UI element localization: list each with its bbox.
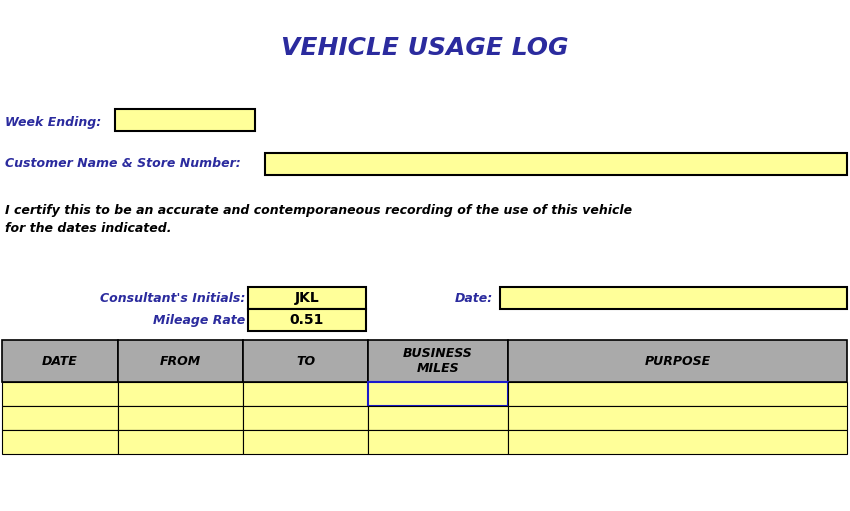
Bar [368, 406, 508, 430]
Bar [243, 340, 368, 382]
Text: PURPOSE: PURPOSE [644, 355, 711, 367]
Bar [368, 382, 508, 406]
Bar [243, 430, 368, 454]
Text: TO: TO [296, 355, 315, 367]
Text: VEHICLE USAGE LOG: VEHICLE USAGE LOG [281, 36, 569, 60]
Bar [2, 430, 118, 454]
Bar [118, 382, 243, 406]
Bar [2, 406, 118, 430]
Bar [248, 309, 366, 331]
Bar [118, 340, 243, 382]
Bar [368, 340, 508, 382]
Text: I certify this to be an accurate and contemporaneous recording of the use of thi: I certify this to be an accurate and con… [5, 203, 632, 217]
Bar [2, 340, 118, 382]
Bar [368, 430, 508, 454]
Text: Date:: Date: [455, 291, 493, 305]
Text: Mileage Rate: Mileage Rate [153, 314, 245, 327]
Text: for the dates indicated.: for the dates indicated. [5, 221, 172, 235]
Text: 0.51: 0.51 [290, 313, 324, 327]
Bar [508, 382, 847, 406]
Text: BUSINESS
MILES: BUSINESS MILES [403, 347, 473, 375]
Text: JKL: JKL [295, 291, 320, 305]
Bar [265, 153, 847, 175]
Text: DATE: DATE [42, 355, 78, 367]
Bar [2, 382, 118, 406]
Text: Week Ending:: Week Ending: [5, 115, 101, 128]
Bar [508, 406, 847, 430]
Bar [243, 382, 368, 406]
Bar [500, 287, 847, 309]
Bar [243, 406, 368, 430]
Bar [508, 430, 847, 454]
Bar [115, 109, 255, 131]
Text: Consultant's Initials:: Consultant's Initials: [99, 291, 245, 305]
Text: FROM: FROM [160, 355, 201, 367]
Bar [508, 340, 847, 382]
Bar [118, 430, 243, 454]
Text: Customer Name & Store Number:: Customer Name & Store Number: [5, 156, 241, 170]
Bar [248, 287, 366, 309]
Bar [118, 406, 243, 430]
